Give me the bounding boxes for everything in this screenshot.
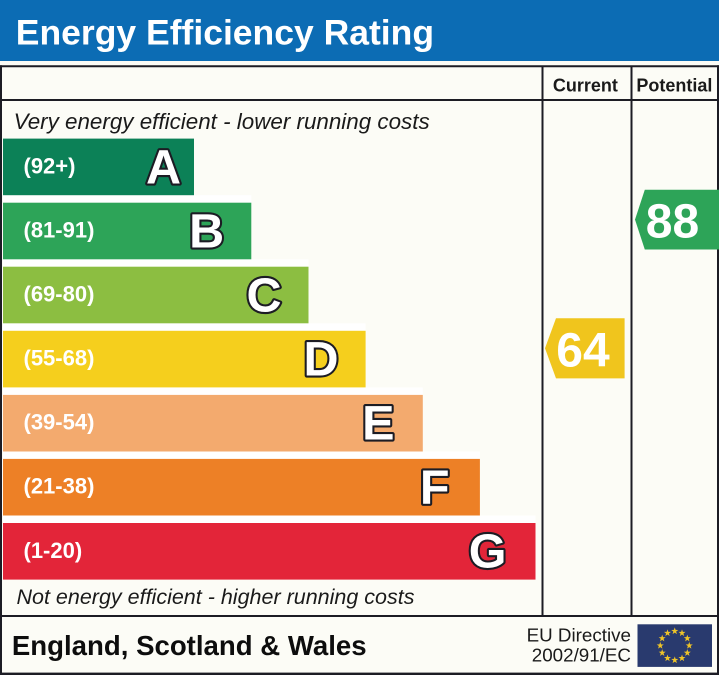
svg-text:2002/91/EC: 2002/91/EC <box>532 645 631 666</box>
svg-text:Potential: Potential <box>636 76 712 96</box>
svg-text:G: G <box>469 525 507 579</box>
svg-text:England, Scotland & Wales: England, Scotland & Wales <box>12 630 367 661</box>
svg-text:F: F <box>420 461 450 515</box>
svg-text:(69-80): (69-80) <box>24 282 95 307</box>
svg-text:(1-20): (1-20) <box>24 538 83 563</box>
svg-text:C: C <box>246 268 281 322</box>
svg-text:B: B <box>189 204 224 258</box>
svg-text:D: D <box>303 333 338 387</box>
svg-text:Not energy efficient - higher: Not energy efficient - higher running co… <box>17 585 415 609</box>
svg-text:(92+): (92+) <box>24 153 76 178</box>
svg-text:(21-38): (21-38) <box>24 474 95 499</box>
svg-text:(81-91): (81-91) <box>24 218 95 243</box>
svg-text:(55-68): (55-68) <box>24 346 95 371</box>
svg-text:64: 64 <box>556 324 610 377</box>
svg-text:88: 88 <box>646 196 699 249</box>
svg-text:Energy Efficiency Rating: Energy Efficiency Rating <box>16 13 434 53</box>
svg-text:E: E <box>362 397 394 451</box>
svg-text:(39-54): (39-54) <box>24 410 95 435</box>
svg-text:Current: Current <box>553 76 618 96</box>
svg-text:Very energy efficient - lower: Very energy efficient - lower running co… <box>14 109 430 134</box>
svg-text:EU Directive: EU Directive <box>527 625 631 646</box>
svg-text:A: A <box>146 140 181 194</box>
